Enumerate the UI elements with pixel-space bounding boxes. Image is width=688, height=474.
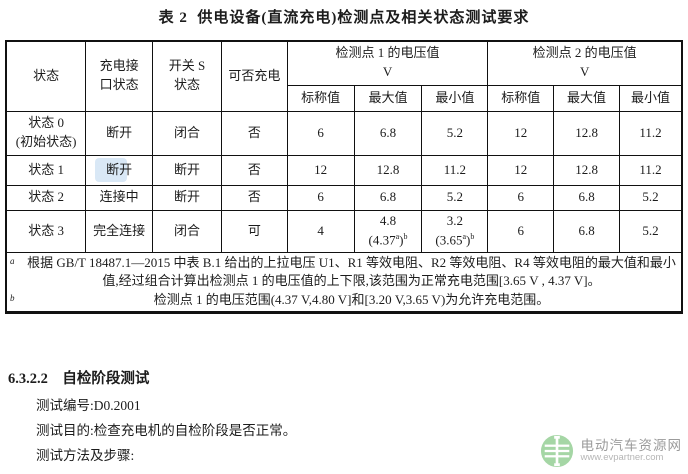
cell-dp1-max: 6.8: [353, 184, 423, 211]
footnote-ref-b: b: [403, 231, 408, 241]
table-footnotes-row: a 根据 GB/T 18487.1—2015 中表 B.1 给出的上拉电压 U1…: [5, 251, 683, 314]
cell-switch: 断开: [152, 154, 222, 186]
table-row-state-0: 状态 0 (初始状态) 断开 闭合 否 6 6.8 5.2 12 12.8 11…: [5, 110, 683, 156]
footnote-ref-a: a: [395, 231, 400, 241]
group-header-detection-point-1: 检测点 1 的电压值 V: [286, 40, 489, 86]
table-row-state-2: 状态 2 连接中 断开 否 6 6.8 5.2 6 6.8 5.2: [5, 184, 683, 211]
cell-dp1-min: 3.2 (3.65a)b: [421, 209, 489, 253]
footnote-a: a 根据 GB/T 18487.1—2015 中表 B.1 给出的上拉电压 U1…: [10, 254, 676, 289]
section-heading: 6.3.2.2 自检阶段测试: [8, 371, 150, 387]
sub-header-dp2-nominal: 标称值: [487, 84, 555, 112]
cell-interface: 连接中: [85, 184, 154, 211]
evpartner-logo: 电动汽车资源网 www.evpartner.com: [540, 434, 683, 468]
cell-dp1-nominal: 12: [286, 154, 355, 186]
sub-header-dp1-min: 最小值: [421, 84, 489, 112]
cell-dp2-nominal: 12: [487, 110, 555, 156]
highlighted-text: 断开: [95, 157, 132, 182]
cell-dp2-max: 12.8: [553, 154, 620, 186]
cell-dp2-max: 12.8: [553, 110, 620, 156]
cell-dp2-nominal: 12: [487, 154, 555, 186]
cell-switch: 断开: [152, 184, 222, 211]
test-number-line: 测试编号:D0.2001: [36, 398, 141, 413]
sub-header-dp2-min: 最小值: [618, 84, 683, 112]
cell-state: 状态 2: [5, 184, 87, 211]
evpartner-logo-icon: [540, 434, 573, 468]
test-requirements-table: 状态 充电接 口状态 开关 S 状态 可否充电 检测点 1 的电压值 V 检测点…: [5, 40, 683, 315]
test-method-line: 测试方法及步骤:: [36, 448, 135, 463]
cell-switch: 闭合: [152, 110, 222, 156]
sub-header-dp1-nominal: 标称值: [286, 84, 355, 112]
col-header-state: 状态: [5, 40, 87, 112]
logo-site-url: www.evpartner.com: [580, 452, 664, 464]
cell-dp2-max: 6.8: [553, 184, 620, 211]
cell-state: 状态 3: [5, 209, 87, 253]
col-header-switch: 开关 S 状态: [152, 40, 222, 112]
group-header-detection-point-2: 检测点 2 的电压值 V: [487, 40, 683, 86]
cell-dp1-nominal: 4: [286, 209, 355, 253]
cell-chargeable: 否: [220, 154, 288, 186]
cell-interface: 断开: [85, 110, 154, 156]
cell-state: 状态 0 (初始状态): [5, 110, 87, 156]
cell-dp2-min: 5.2: [618, 209, 683, 253]
cell-interface: 断开: [85, 154, 154, 186]
cell-interface: 完全连接: [85, 209, 154, 253]
table-title: 表 2 供电设备(直流充电)检测点及相关状态测试要求: [158, 10, 530, 26]
cell-dp1-nominal: 6: [286, 110, 355, 156]
col-header-interface: 充电接 口状态: [85, 40, 154, 112]
cell-dp1-min: 5.2: [421, 184, 489, 211]
sub-header-dp2-max: 最大值: [553, 84, 620, 112]
cell-chargeable: 否: [220, 110, 288, 156]
cell-dp2-nominal: 6: [487, 184, 555, 211]
cell-dp1-min: 11.2: [421, 154, 489, 186]
cell-dp1-max: 4.8 (4.37a)b: [353, 209, 423, 253]
footnote-b: b 检测点 1 的电压范围(4.37 V,4.80 V]和[3.20 V,3.6…: [10, 292, 550, 308]
cell-dp1-max: 6.8: [353, 110, 423, 156]
cell-dp1-nominal: 6: [286, 184, 355, 211]
cell-dp2-min: 11.2: [618, 110, 683, 156]
cell-switch: 闭合: [152, 209, 222, 253]
sub-header-dp1-max: 最大值: [353, 84, 423, 112]
footnote-ref-a: a: [462, 231, 467, 241]
test-purpose-line: 测试目的:检查充电机的自检阶段是否正常。: [36, 423, 297, 438]
cell-dp2-nominal: 6: [487, 209, 555, 253]
cell-dp2-min: 5.2: [618, 184, 683, 211]
col-header-chargeable: 可否充电: [220, 40, 288, 112]
cell-dp2-max: 6.8: [553, 209, 620, 253]
cell-chargeable: 可: [220, 209, 288, 253]
cell-dp1-min: 5.2: [421, 110, 489, 156]
cell-state: 状态 1: [5, 154, 87, 186]
table-row-state-3: 状态 3 完全连接 闭合 可 4 4.8 (4.37a)b 3.2 (3.65a…: [5, 209, 683, 253]
footnote-ref-b: b: [470, 231, 475, 241]
table-row-state-1: 状态 1 断开 断开 否 12 12.8 11.2 12 12.8 11.2: [5, 154, 683, 186]
cell-dp1-max: 12.8: [353, 154, 423, 186]
cell-chargeable: 否: [220, 184, 288, 211]
logo-site-name: 电动汽车资源网: [580, 437, 682, 453]
highlight-smudge: [95, 157, 128, 182]
cell-dp2-min: 11.2: [618, 154, 683, 186]
